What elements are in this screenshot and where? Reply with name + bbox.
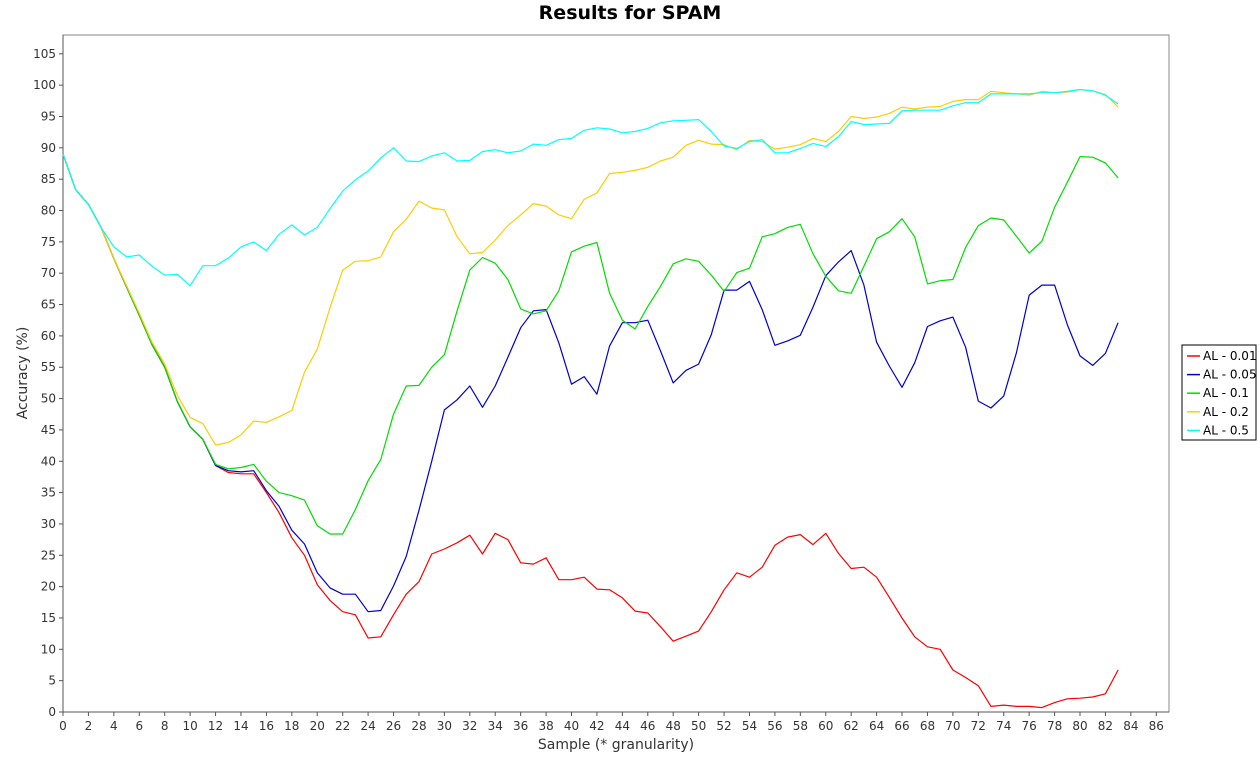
x-axis-label: Sample (* granularity) [538,737,694,753]
x-tick-label: 20 [310,719,325,733]
x-tick-label: 12 [208,719,223,733]
x-tick-label: 50 [691,719,706,733]
legend: AL - 0.01 AL - 0.05 AL - 0.1 AL - 0.2 AL - 0… [1181,344,1257,441]
x-tick-label: 4 [110,719,118,733]
x-tick-label: 36 [513,719,528,733]
y-tick-label: 40 [41,454,56,468]
x-tick-label: 78 [1047,719,1062,733]
x-tick-label: 74 [996,719,1011,733]
x-tick-label: 62 [844,719,859,733]
y-tick-label: 80 [41,204,56,218]
series-line-3 [62,88,1119,446]
x-tick-label: 6 [135,719,143,733]
y-tick-label: 30 [41,517,56,531]
x-tick-label: 46 [640,719,655,733]
legend-label: AL - 0.2 [1203,405,1249,419]
x-tick-label: 82 [1098,719,1113,733]
x-tick-label: 80 [1072,719,1087,733]
y-tick-label: 20 [41,580,56,594]
plot-area [62,34,1170,713]
x-tick-label: 76 [1022,719,1037,733]
series-line-2 [62,153,1119,535]
x-tick-label: 10 [182,719,197,733]
x-tick-label: 64 [869,719,884,733]
x-tick-label: 18 [284,719,299,733]
x-tick-label: 30 [437,719,452,733]
x-tick-label: 26 [386,719,401,733]
x-tick-label: 24 [360,719,375,733]
y-tick-label: 90 [41,141,56,155]
x-tick-label: 14 [233,719,248,733]
x-tick-label: 48 [666,719,681,733]
x-tick-label: 38 [538,719,553,733]
x-tick-label: 42 [589,719,604,733]
x-tick-label: 54 [742,719,757,733]
x-tick-label: 70 [945,719,960,733]
series-line-4 [62,88,1119,287]
series-line-0 [62,153,1119,709]
x-tick-label: 0 [59,719,67,733]
x-tick-label: 52 [716,719,731,733]
x-tick-label: 84 [1123,719,1138,733]
y-tick-label: 0 [48,705,56,719]
x-tick-label: 68 [920,719,935,733]
x-tick-label: 44 [615,719,630,733]
x-tick-label: 34 [488,719,503,733]
x-tick-label: 8 [161,719,169,733]
y-tick-label: 95 [41,109,56,123]
x-tick-label: 86 [1149,719,1164,733]
legend-label: AL - 0.05 [1203,368,1257,382]
y-tick-label: 10 [41,642,56,656]
x-tick-label: 66 [894,719,909,733]
y-tick-label: 45 [41,423,56,437]
y-tick-label: 25 [41,548,56,562]
y-tick-label: 50 [41,392,56,406]
x-tick-label: 32 [462,719,477,733]
x-tick-label: 56 [767,719,782,733]
y-tick-label: 85 [41,172,56,186]
chart-title: Results for SPAM [538,2,722,24]
y-axis-label: Accuracy (%) [15,327,31,420]
x-tick-label: 72 [971,719,986,733]
x-tick-label: 28 [411,719,426,733]
y-tick-label: 35 [41,486,56,500]
x-tick-label: 22 [335,719,350,733]
y-tick-label: 15 [41,611,56,625]
series-line-1 [62,153,1119,613]
x-tick-label: 16 [259,719,274,733]
x-tick-label: 2 [85,719,93,733]
y-tick-label: 60 [41,329,56,343]
y-tick-label: 5 [48,674,56,688]
y-tick-label: 65 [41,298,56,312]
y-tick-label: 75 [41,235,56,249]
legend-label: AL - 0.01 [1203,349,1257,363]
x-tick-label: 60 [818,719,833,733]
y-tick-label: 100 [33,78,56,92]
legend-label: AL - 0.5 [1203,423,1249,437]
y-tick-label: 55 [41,360,56,374]
y-tick-label: 105 [33,47,56,61]
x-tick-label: 58 [793,719,808,733]
legend-label: AL - 0.1 [1203,386,1249,400]
x-tick-label: 40 [564,719,579,733]
y-tick-label: 70 [41,266,56,280]
